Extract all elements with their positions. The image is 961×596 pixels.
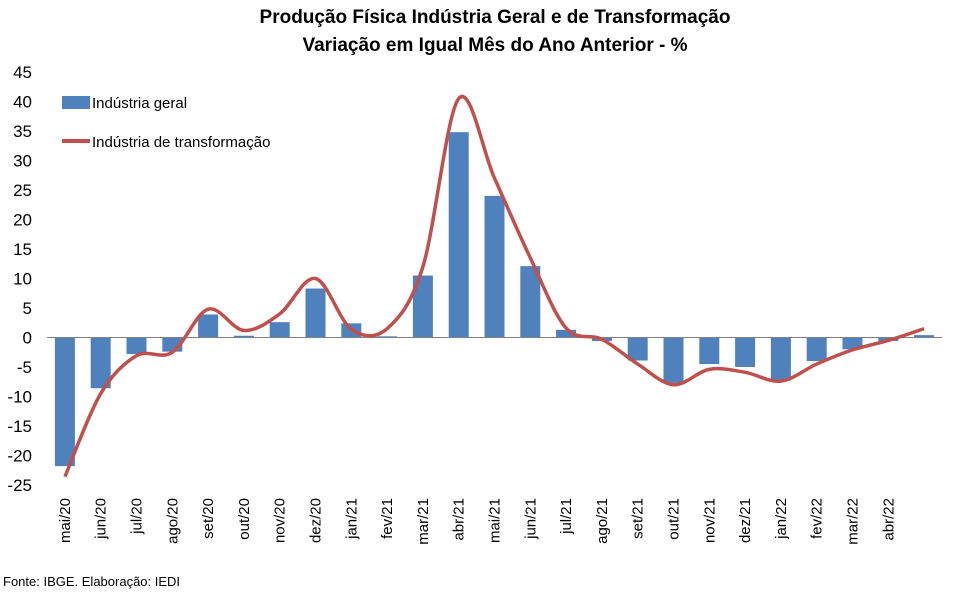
bar-nov-21 bbox=[699, 337, 720, 365]
y-tick-label: 0 bbox=[23, 329, 32, 348]
x-tick-label: jan/22 bbox=[773, 498, 790, 540]
x-tick-label: ago/20 bbox=[164, 498, 181, 544]
bar-out-21 bbox=[663, 337, 684, 383]
y-tick-label: 25 bbox=[13, 181, 32, 200]
legend: Indústria geral Indústria de transformaç… bbox=[62, 95, 270, 151]
x-tick-label: nov/21 bbox=[701, 498, 718, 543]
x-tick-label: mai/20 bbox=[57, 498, 74, 543]
x-tick-label: abr/22 bbox=[880, 498, 897, 541]
x-tick-label: jan/21 bbox=[343, 498, 360, 540]
legend-label-industria-de-transformacao: Indústria de transformação bbox=[92, 134, 270, 151]
x-tick-label: jul/20 bbox=[129, 498, 146, 535]
bar-dez-21 bbox=[735, 337, 756, 367]
bar-mai-21 bbox=[484, 195, 505, 338]
x-tick-label: mar/21 bbox=[415, 498, 432, 545]
bar-mar-21 bbox=[412, 275, 433, 338]
x-tick-label: set/21 bbox=[630, 498, 647, 539]
bar-set-21 bbox=[627, 337, 648, 361]
bar-mai-22 bbox=[914, 335, 935, 338]
y-tick-label: -25 bbox=[7, 476, 32, 495]
source-note: Fonte: IBGE. Elaboração: IEDI bbox=[3, 574, 181, 589]
chart-subtitle: Variação em Igual Mês do Ano Anterior - … bbox=[302, 35, 688, 56]
y-tick-label: 20 bbox=[13, 211, 32, 230]
y-tick-label: 30 bbox=[13, 152, 32, 171]
y-tick-label: -5 bbox=[17, 358, 32, 377]
y-tick-label: 5 bbox=[23, 299, 32, 318]
y-tick-label: -10 bbox=[7, 388, 32, 407]
y-tick-label: 10 bbox=[13, 270, 32, 289]
x-tick-label: fev/21 bbox=[379, 498, 396, 539]
x-tick-label: jul/21 bbox=[558, 498, 575, 535]
bar-jun-21 bbox=[520, 266, 541, 338]
bar-abr-21 bbox=[448, 132, 469, 338]
y-axis: -25 -20 -15 -10 -5 0 5 10 15 20 25 30 35 40 45 bbox=[7, 63, 32, 495]
x-tick-label: out/21 bbox=[666, 498, 683, 540]
bar-jul-21 bbox=[556, 329, 577, 338]
y-tick-label: -20 bbox=[7, 447, 32, 466]
x-tick-label: jun/21 bbox=[522, 498, 539, 540]
x-axis: mai/20 jun/20 jul/20 ago/20 set/20 out/20 nov/… bbox=[57, 498, 897, 545]
bar-jun-20 bbox=[90, 337, 111, 389]
x-tick-label: dez/20 bbox=[308, 498, 325, 543]
bar-jan-22 bbox=[770, 337, 791, 381]
bar-series bbox=[54, 132, 935, 467]
x-tick-label: abr/21 bbox=[451, 498, 468, 541]
x-tick-label: ago/21 bbox=[594, 498, 611, 544]
y-tick-label: 45 bbox=[13, 63, 32, 82]
bar-mai-20 bbox=[54, 337, 75, 467]
y-tick-label: 40 bbox=[13, 93, 32, 112]
bar-fev-21 bbox=[377, 336, 398, 338]
x-tick-label: nov/20 bbox=[272, 498, 289, 543]
x-tick-label: mai/21 bbox=[487, 498, 504, 543]
chart-title: Produção Física Indústria Geral e de Tra… bbox=[259, 7, 731, 28]
bar-jul-20 bbox=[126, 337, 147, 355]
bar-set-20 bbox=[198, 314, 219, 338]
bar-fev-22 bbox=[806, 337, 827, 362]
line-series-industria-de-transformacao bbox=[63, 94, 925, 478]
x-tick-label: fev/22 bbox=[809, 498, 826, 539]
x-tick-label: out/20 bbox=[236, 498, 253, 540]
bar-nov-20 bbox=[269, 322, 290, 338]
x-tick-label: dez/21 bbox=[737, 498, 754, 543]
x-tick-label: jun/20 bbox=[93, 498, 110, 540]
legend-swatch-industria-geral bbox=[62, 96, 90, 109]
y-tick-label: -15 bbox=[7, 417, 32, 436]
x-tick-label: mar/22 bbox=[845, 498, 862, 545]
x-tick-label: set/20 bbox=[200, 498, 217, 539]
bar-out-20 bbox=[233, 335, 254, 338]
bar-mar-22 bbox=[842, 337, 863, 350]
bar-dez-20 bbox=[305, 288, 326, 338]
y-tick-label: 35 bbox=[13, 122, 32, 141]
legend-label-industria-geral: Indústria geral bbox=[92, 95, 187, 112]
y-tick-label: 15 bbox=[13, 240, 32, 259]
